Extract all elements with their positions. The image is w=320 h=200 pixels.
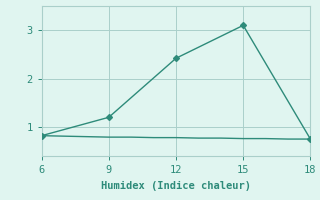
X-axis label: Humidex (Indice chaleur): Humidex (Indice chaleur) [101, 181, 251, 191]
